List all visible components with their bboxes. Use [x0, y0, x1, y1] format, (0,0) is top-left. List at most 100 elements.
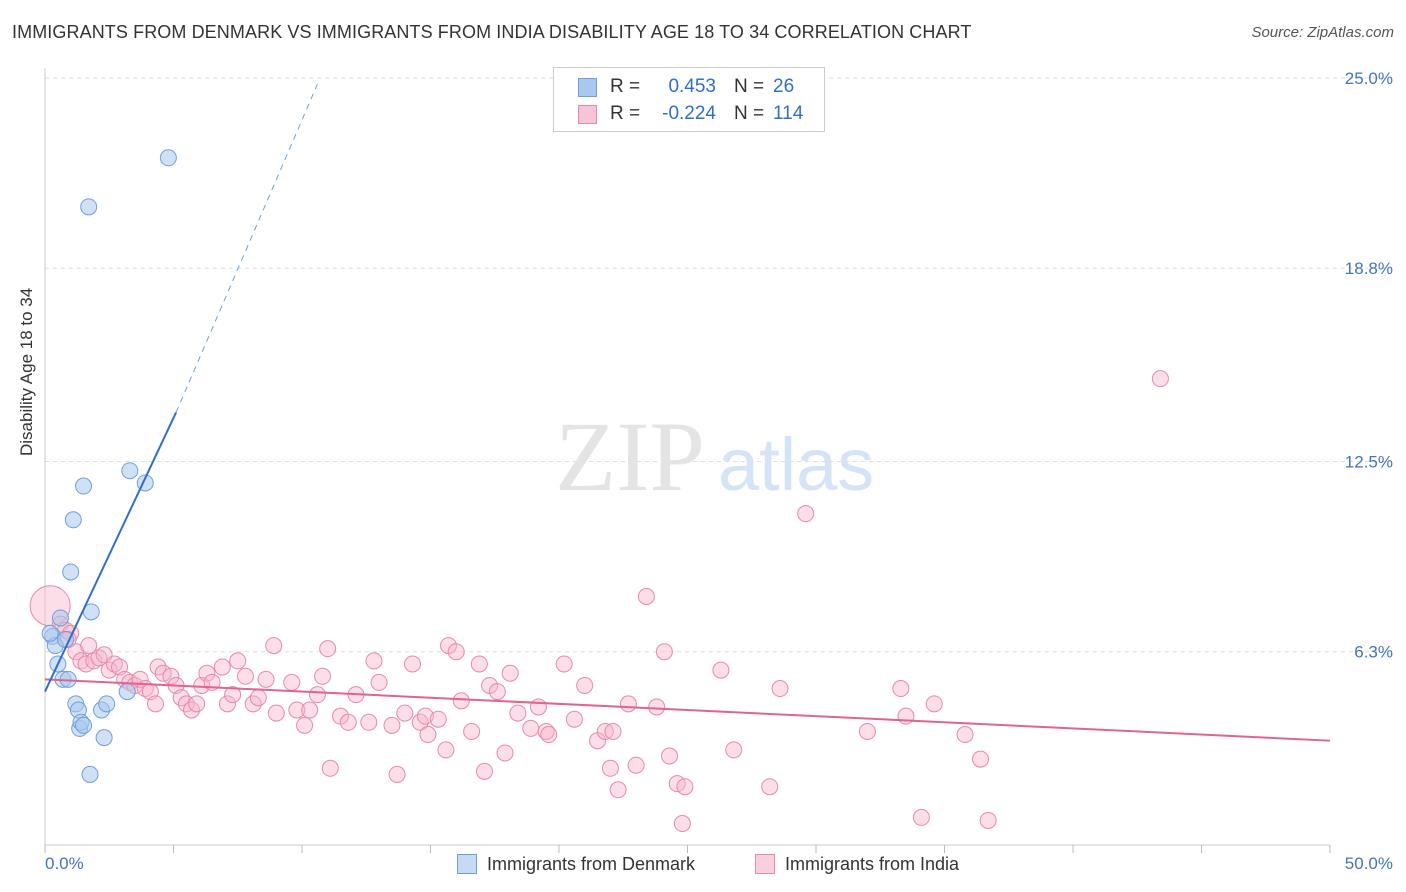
denmark-point [41, 624, 59, 642]
legend-r-label: R = [610, 103, 641, 124]
legend-row-india: R = -0.224 N = 114 [578, 102, 813, 126]
india-point [283, 673, 301, 691]
india-point [627, 756, 645, 774]
y-tick-label: 12.5% [1345, 453, 1393, 472]
chart-title: IMMIGRANTS FROM DENMARK VS IMMIGRANTS FR… [12, 22, 972, 42]
india-point [147, 695, 165, 713]
india-point [725, 741, 743, 759]
denmark-point [75, 716, 93, 734]
legend-n-label: N = [734, 103, 765, 124]
india-point [198, 664, 216, 682]
india-point [971, 750, 989, 768]
india-point [979, 811, 997, 829]
india-point [648, 698, 666, 716]
india-point [601, 759, 619, 777]
india-point [188, 695, 206, 713]
india-point [249, 689, 267, 707]
india-point [267, 704, 285, 722]
india-point [771, 680, 789, 698]
india-point [224, 686, 242, 704]
india-point [661, 747, 679, 765]
legend-r-value: -0.224 [662, 103, 716, 124]
india-point [1151, 370, 1169, 388]
india-point [555, 655, 573, 673]
denmark-point [64, 511, 82, 529]
india-point [537, 722, 555, 740]
india-point [447, 643, 465, 661]
india-point [301, 701, 319, 719]
denmark-point [80, 198, 98, 216]
x-tick-label: 50.0% [1345, 854, 1393, 873]
india-point [619, 695, 637, 713]
bottom-legend-label-india: Immigrants from India [785, 853, 960, 874]
india-point [319, 640, 337, 658]
india-point [72, 652, 90, 670]
india-point [488, 683, 506, 701]
india-point [388, 765, 406, 783]
india-point [501, 664, 519, 682]
axes [44, 68, 1331, 853]
india-point [429, 710, 447, 728]
india-point [321, 759, 339, 777]
india-point [437, 741, 455, 759]
x-tick-label: 0.0% [45, 854, 84, 873]
india-point [90, 649, 108, 667]
india-point [370, 673, 388, 691]
bottom-legend-label-denmark: Immigrants from Denmark [487, 853, 696, 874]
india-point [218, 695, 236, 713]
denmark-point [159, 149, 177, 167]
india-point [80, 637, 98, 655]
source-credit: Source: ZipAtlas.com [1251, 24, 1394, 41]
legend-swatch-denmark [578, 77, 597, 97]
y-tick-label: 25.0% [1345, 69, 1393, 88]
india-point [897, 707, 915, 725]
india-point [925, 695, 943, 713]
denmark-point [81, 765, 99, 783]
legend-row-denmark: R = 0.453 N = 26 [578, 75, 813, 99]
denmark-point [51, 609, 69, 627]
y-tick-label: 18.8% [1345, 259, 1393, 278]
legend-r-value: 0.453 [668, 76, 716, 97]
india-point [676, 778, 694, 796]
denmark-point [95, 729, 113, 747]
trend-lines [44, 83, 1331, 742]
india-points [29, 370, 1169, 833]
denmark-points [41, 149, 177, 783]
india-point [236, 667, 254, 685]
india-point [892, 680, 910, 698]
grid-lines [45, 77, 1392, 653]
india-point [308, 686, 326, 704]
india-point [265, 637, 283, 655]
india-point [609, 781, 627, 799]
watermark: ZIP atlas [555, 401, 874, 512]
legend-r-label: R = [610, 76, 641, 97]
india-point [419, 726, 437, 744]
india-point [162, 667, 180, 685]
india-point [540, 726, 558, 744]
denmark-point [75, 477, 93, 495]
tick-labels: 6.3% 12.5% 18.8% 25.0% 0.0% 50.0% [45, 69, 1393, 873]
india-point [912, 808, 930, 826]
india-point [673, 815, 691, 833]
india-point [565, 710, 583, 728]
india-point [288, 701, 306, 719]
y-tick-label: 6.3% [1354, 643, 1393, 662]
india-point [712, 661, 730, 679]
legend-n-value: 114 [773, 103, 804, 124]
india-point [604, 722, 622, 740]
denmark-point [121, 462, 139, 480]
india-point [956, 726, 974, 744]
india-point [404, 655, 422, 673]
denmark-point [62, 563, 80, 581]
india-point [858, 722, 876, 740]
india-point [257, 670, 275, 688]
bottom-legend-swatch-denmark [457, 854, 477, 874]
legend-swatch-india [578, 104, 597, 124]
y-axis-label: Disability Age 18 to 34 [17, 287, 36, 456]
india-point [360, 713, 378, 731]
india-point [229, 652, 247, 670]
india-point [105, 655, 123, 673]
india-point [761, 778, 779, 796]
legend-n-value: 26 [773, 76, 795, 97]
